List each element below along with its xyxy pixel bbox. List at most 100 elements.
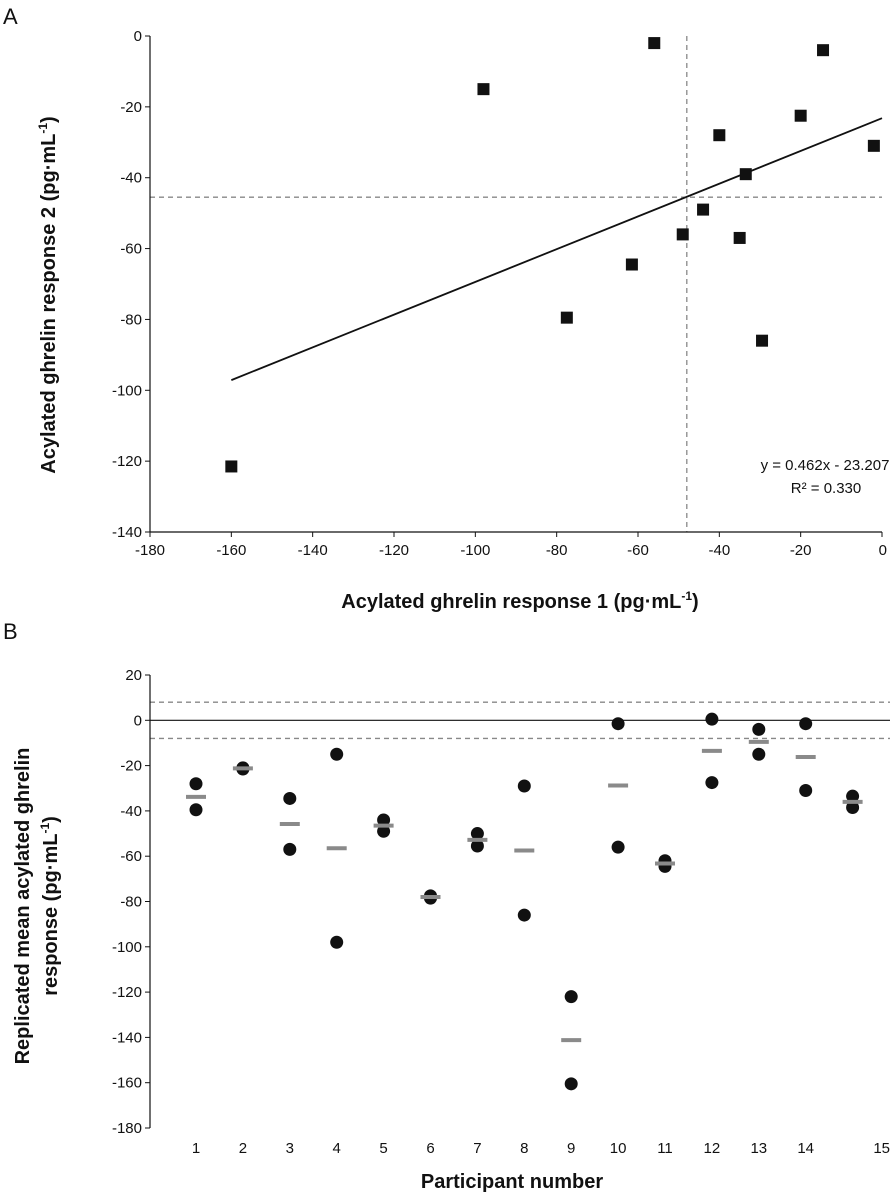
panel-b-x-tick-label: 9 — [567, 1140, 575, 1157]
panel-b-point — [752, 747, 766, 761]
panel-a-x-tick-label: 0 — [879, 542, 887, 559]
panel-b-points — [189, 712, 860, 1091]
panel-b-point — [611, 840, 625, 854]
panel-b-y-tick-label: -60 — [120, 848, 142, 865]
panel-a-point — [756, 334, 769, 347]
panel-a-point — [794, 109, 807, 122]
panel-a-y-tick-label: -140 — [112, 524, 142, 541]
panel-b-x-axis-title: Participant number — [421, 1171, 603, 1193]
panel-b-y-axis-title-line2: response (pg·mL-1) — [38, 816, 62, 996]
panel-b-point — [705, 712, 719, 726]
panel-b-point — [611, 717, 625, 731]
panel-b-y-tick-label: -80 — [120, 894, 142, 911]
panel-b-y-tick-label: -40 — [120, 803, 142, 820]
panel-a-x-axis-title: Acylated ghrelin response 1 (pg·mL-1) — [341, 589, 698, 613]
panel-b-point — [330, 935, 344, 949]
panel-a-point — [676, 228, 689, 241]
panel-a-y-tick-label: -40 — [120, 170, 142, 187]
panel-a-point — [817, 44, 830, 57]
panel-b-x-tick-label: 7 — [473, 1140, 481, 1157]
panel-b-point — [846, 801, 860, 815]
panel-a-reference-lines — [150, 36, 882, 532]
panel-a-y-tick-label: -120 — [112, 453, 142, 470]
panel-b-y-tick-label: -180 — [112, 1120, 142, 1137]
panel-b-point — [330, 747, 344, 761]
panel-a-point — [477, 83, 490, 96]
panel-b-point — [799, 784, 813, 798]
panel-a-y-tick-label: -60 — [120, 241, 142, 258]
panel-b-y-tick-label: -160 — [112, 1075, 142, 1092]
panel-b-point — [283, 791, 297, 805]
panel-a-equation: y = 0.462x - 23.207 — [761, 457, 890, 474]
panel-a-point — [225, 460, 238, 473]
panel-a-y-tick-label: 0 — [134, 28, 142, 45]
panel-a-trendline — [230, 117, 883, 381]
panel-b-point — [189, 803, 203, 817]
panel-b-point — [283, 842, 297, 856]
panel-a-y-tick-label: -80 — [120, 311, 142, 328]
panel-a-r-squared: R² = 0.330 — [791, 480, 861, 497]
panel-b-point — [189, 777, 203, 791]
panel-a-x-tick-label: -60 — [627, 542, 649, 559]
panel-a-x-tick-label: -40 — [708, 542, 730, 559]
panel-a-point — [560, 311, 573, 324]
panel-b-point — [564, 990, 578, 1004]
panel-b-axes — [145, 674, 890, 1129]
panel-a-point — [739, 168, 752, 181]
panel-a-point — [625, 258, 638, 271]
panel-b-y-tick-label: -140 — [112, 1029, 142, 1046]
panel-b-y-tick-label: 0 — [134, 712, 142, 729]
panel-a-x-tick-label: -80 — [546, 542, 568, 559]
panel-a-point — [733, 231, 746, 244]
panel-a-y-tick-label: -20 — [120, 99, 142, 116]
panel-b-y-tick-label: -20 — [120, 758, 142, 775]
panel-a-x-tick-label: -120 — [379, 542, 409, 559]
panel-b-means — [186, 739, 863, 1043]
panel-b-x-tick-label: 1 — [192, 1140, 200, 1157]
panel-a-y-tick-label: -100 — [112, 382, 142, 399]
panel-b-letter: B — [3, 619, 18, 644]
panel-b-point — [564, 1077, 578, 1091]
panel-b-point — [470, 827, 484, 841]
panel-a-x-tick-label: -100 — [460, 542, 490, 559]
panel-b-x-tick-label: 3 — [286, 1140, 294, 1157]
panel-b-point — [470, 839, 484, 853]
panel-b-point — [799, 717, 813, 731]
panel-a-point — [648, 37, 661, 50]
panel-b-x-tick-label: 2 — [239, 1140, 247, 1157]
panel-b-point — [846, 789, 860, 803]
panel-b-point — [377, 813, 391, 827]
panel-a-points — [225, 37, 880, 473]
panel-b-x-tick-label: 4 — [333, 1140, 341, 1157]
panel-a-point — [697, 203, 710, 216]
panel-a-x-tick-label: -180 — [135, 542, 165, 559]
panel-a-x-tick-label: -160 — [216, 542, 246, 559]
panel-a-letter: A — [3, 4, 18, 29]
panel-a-axes — [145, 35, 883, 537]
panel-a-y-axis-title: Acylated ghrelin response 2 (pg·mL-1) — [36, 116, 60, 473]
panel-b-point — [752, 722, 766, 736]
panel-b-x-tick-label: 12 — [704, 1140, 721, 1157]
panel-b-x-tick-label: 5 — [379, 1140, 387, 1157]
panel-b-y-axis-title-line1: Replicated mean acylated ghrelin — [12, 748, 34, 1065]
panel-b-x-tick-label: 6 — [426, 1140, 434, 1157]
panel-b-point — [517, 908, 531, 922]
panel-b-y-tick-label: -120 — [112, 984, 142, 1001]
panel-b-point — [705, 776, 719, 790]
panel-a-regression-line — [230, 117, 883, 381]
panel-a-x-tick-label: -20 — [790, 542, 812, 559]
panel-b-x-tick-label: 10 — [610, 1140, 627, 1157]
panel-b-point — [377, 824, 391, 838]
panel-a-tick-labels: 0-20-40-60-80-100-120-140-180 -160 -140 -12… — [112, 28, 887, 559]
panel-b-x-tick-label: 13 — [750, 1140, 767, 1157]
panel-b-x-tick-label: 8 — [520, 1140, 528, 1157]
panel-b-x-tick-label: 15 — [873, 1140, 890, 1157]
panel-a-point — [713, 129, 726, 142]
panel-b-reference-lines — [150, 701, 890, 740]
panel-b-point — [517, 779, 531, 793]
panel-b-y-tick-label: 20 — [125, 667, 142, 684]
panel-b-x-tick-label: 11 — [657, 1140, 673, 1157]
